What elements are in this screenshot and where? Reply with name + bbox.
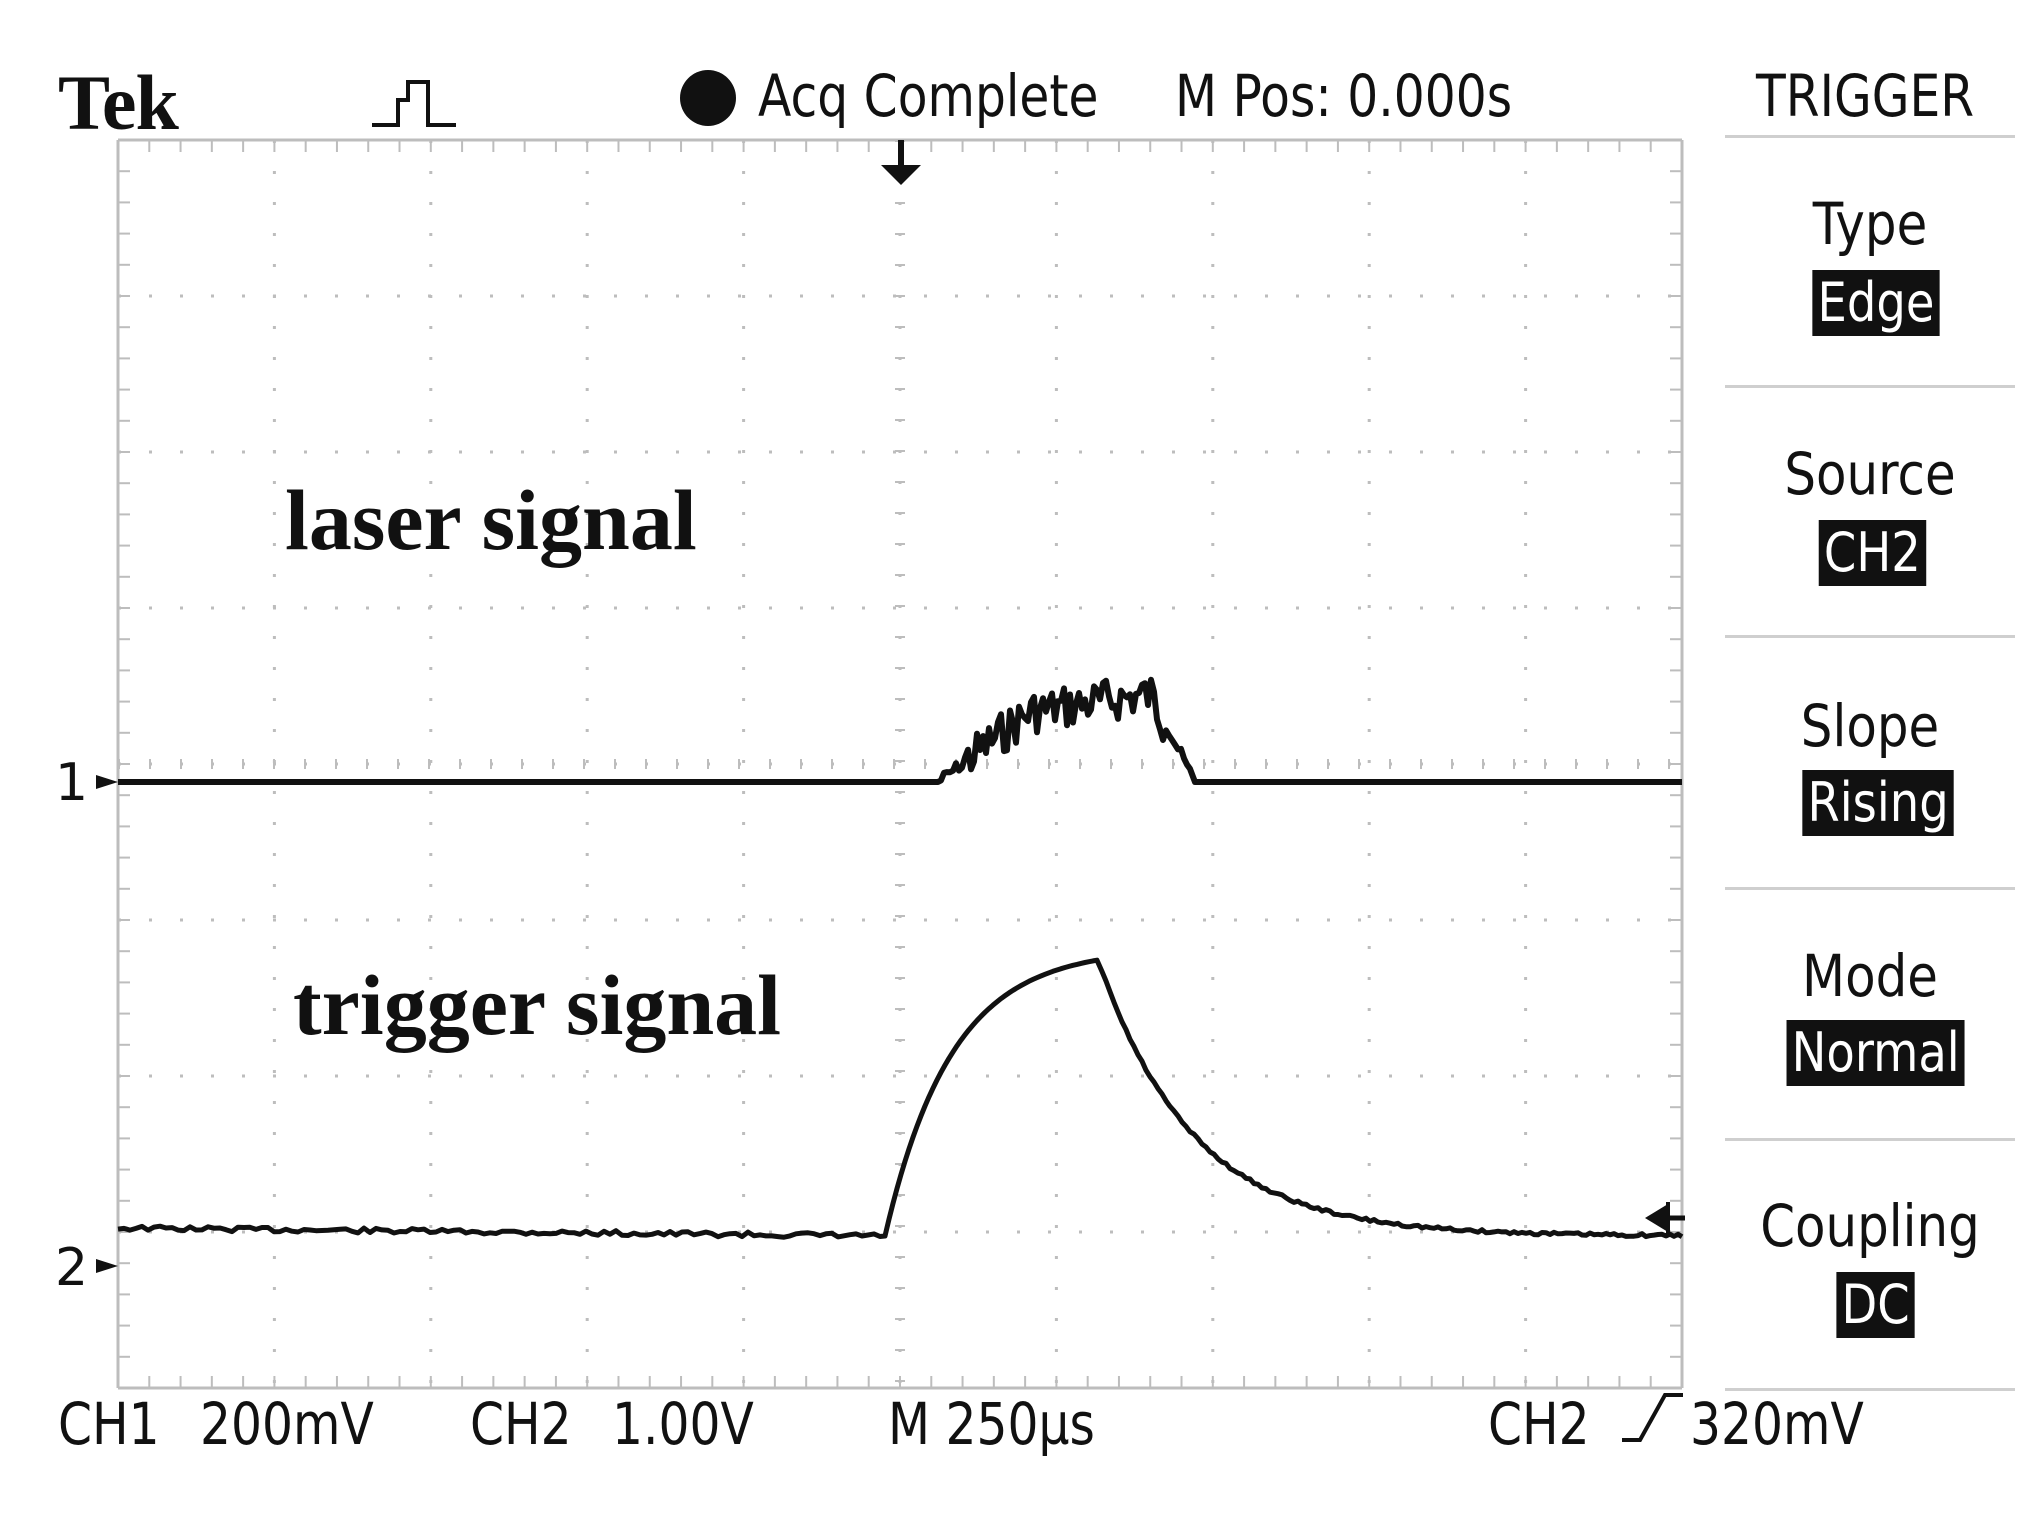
menu-value-source[interactable]: CH2 <box>1818 520 1926 586</box>
menu-label-slope[interactable]: Slope <box>1800 692 1940 760</box>
ch1-label: CH1 <box>58 1390 160 1458</box>
horizontal-position: M Pos: 0.000s <box>1175 62 1513 130</box>
trigger-level-icon <box>1645 1202 1685 1236</box>
menu-label-coupling[interactable]: Coupling <box>1760 1192 1980 1260</box>
menu-divider <box>1725 385 2015 388</box>
ch1-ground-marker: 1 <box>55 753 118 813</box>
svg-text:2: 2 <box>55 1238 88 1298</box>
trigger-signal-annotation: trigger signal <box>293 957 782 1053</box>
acquisition-mode-icon <box>372 80 456 127</box>
trigger-level-readout: 320mV <box>1690 1390 1864 1458</box>
ch1-trace <box>118 676 1682 785</box>
menu-divider <box>1725 635 2015 638</box>
menu-divider <box>1725 1138 2015 1141</box>
ch2-label: CH2 <box>470 1390 572 1458</box>
timebase: M 250µs <box>888 1390 1095 1458</box>
trigger-position-icon <box>881 140 921 185</box>
menu-value-type[interactable]: Edge <box>1812 270 1940 336</box>
svg-text:1: 1 <box>55 753 88 813</box>
acquisition-status-indicator <box>680 70 736 126</box>
menu-divider <box>1725 135 2015 138</box>
ch1-scale: 200mV <box>200 1390 374 1458</box>
menu-value-mode[interactable]: Normal <box>1786 1020 1965 1086</box>
menu-label-type[interactable]: Type <box>1812 190 1928 258</box>
brand-logo: Tek <box>58 59 179 146</box>
ch2-trace <box>117 957 1684 1240</box>
menu-label-mode[interactable]: Mode <box>1802 942 1938 1010</box>
ch2-ground-marker: 2 <box>55 1238 118 1298</box>
acquisition-status: Acq Complete <box>758 62 1099 130</box>
rising-slope-icon <box>1622 1393 1683 1442</box>
graticule <box>116 138 1684 1390</box>
menu-divider <box>1725 887 2015 890</box>
trigger-source-readout: CH2 <box>1488 1390 1590 1458</box>
trigger-menu-title: TRIGGER <box>1756 62 1975 130</box>
menu-value-slope[interactable]: Rising <box>1802 770 1954 836</box>
menu-value-coupling[interactable]: DC <box>1836 1272 1915 1338</box>
menu-divider <box>1725 1388 2015 1391</box>
laser-signal-annotation: laser signal <box>285 472 697 568</box>
menu-label-source[interactable]: Source <box>1784 440 1956 508</box>
ch2-scale: 1.00V <box>612 1390 754 1458</box>
